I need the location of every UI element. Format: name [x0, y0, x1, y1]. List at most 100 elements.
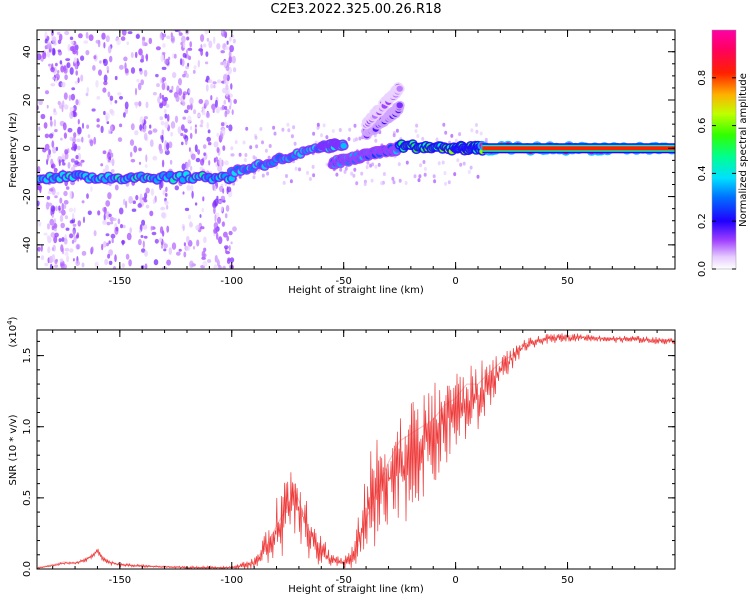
heatmap-noise-cell — [171, 242, 177, 250]
heatmap-noise-cell — [52, 48, 56, 56]
heatmap-noise-cell — [423, 166, 427, 171]
heatmap-noise-cell — [433, 179, 437, 184]
colorbar-label: Normalized spectral amplitude — [738, 73, 749, 227]
heatmap-noise-cell — [183, 242, 186, 247]
heatmap-noise-cell — [103, 213, 106, 221]
heatmap-noise-cell — [111, 238, 114, 244]
heatmap-noise-cell — [61, 202, 65, 211]
heatmap-noise-cell — [65, 58, 71, 62]
heatmap-noise-cell — [121, 263, 126, 268]
snr-series-line — [37, 335, 675, 569]
heatmap-noise-cell — [121, 239, 125, 246]
heatmap-noise-cell — [178, 248, 182, 252]
heatmap-noise-cell — [83, 216, 85, 224]
x-tick-label: 50 — [561, 276, 574, 287]
heatmap-noise-cell — [186, 36, 190, 41]
heatmap-noise-cell — [81, 136, 84, 143]
heatmap-noise-cell — [226, 186, 229, 195]
heatmap-noise-cell — [65, 227, 70, 231]
heatmap-noise-cell — [63, 200, 69, 205]
heatmap-noise-cell — [462, 161, 466, 166]
heatmap-noise-cell — [355, 137, 358, 142]
heatmap-noise-cell — [69, 111, 74, 119]
heatmap-noise-cell — [61, 153, 66, 161]
heatmap-noise-cell — [108, 249, 113, 256]
heatmap-noise-cell — [81, 200, 85, 204]
heatmap-noise-cell — [50, 232, 56, 238]
heatmap-noise-cell — [86, 124, 90, 129]
heatmap-noise-cell — [419, 163, 423, 168]
heatmap-noise-cell — [67, 162, 71, 169]
heatmap-noise-cell — [363, 182, 367, 187]
heatmap-noise-cell — [107, 192, 112, 200]
heatmap-noise-cell — [298, 167, 301, 172]
heatmap-noise-cell — [398, 178, 402, 183]
heatmap-noise-cell — [456, 158, 460, 163]
heatmap-noise-cell — [216, 43, 221, 50]
heatmap-noise-cell — [131, 208, 137, 212]
heatmap-noise-cell — [126, 232, 132, 241]
heatmap-noise-cell — [282, 180, 286, 185]
heatmap-noise-cell — [87, 134, 91, 139]
heatmap-noise-cell — [444, 181, 447, 186]
heatmap-noise-cell — [325, 135, 329, 140]
heatmap-noise-cell — [220, 195, 226, 201]
heatmap-noise-cell — [350, 171, 354, 176]
heatmap-noise-cell — [138, 48, 143, 56]
heatmap-noise-cell — [185, 49, 188, 56]
heatmap-noise-cell — [150, 188, 155, 196]
heatmap-noise-cell — [66, 186, 70, 190]
heatmap-noise-cell — [231, 55, 236, 64]
heatmap-noise-cell — [199, 124, 203, 128]
heatmap-noise-cell — [85, 31, 89, 39]
heatmap-noise-cell — [228, 50, 232, 58]
heatmap-noise-cell — [112, 217, 117, 221]
heatmap-noise-cell — [69, 46, 75, 52]
heatmap-noise-cell — [106, 211, 110, 220]
heatmap-noise-cell — [107, 45, 112, 54]
heatmap-noise-cell — [244, 153, 248, 157]
y-tick-label: 1.5 — [22, 348, 33, 364]
heatmap-noise-cell — [181, 35, 186, 43]
heatmap-noise-cell — [114, 75, 118, 81]
heatmap-noise-cell — [178, 78, 182, 86]
heatmap-noise-cell — [100, 125, 104, 134]
heatmap-noise-cell — [458, 132, 462, 137]
heatmap-noise-cell — [206, 122, 209, 129]
heatmap-noise-cell — [294, 166, 298, 171]
heatmap-noise-cell — [110, 221, 114, 225]
y-tick-label: 0.0 — [22, 561, 33, 577]
heatmap-noise-cell — [143, 116, 148, 120]
heatmap-noise-cell — [46, 223, 50, 230]
heatmap-noise-cell — [161, 94, 165, 100]
heatmap-noise-cell — [172, 53, 175, 59]
heatmap-noise-cell — [148, 37, 153, 45]
heatmap-noise-cell — [459, 162, 463, 167]
heatmap-noise-cell — [182, 52, 187, 58]
heatmap-noise-cell — [160, 121, 165, 126]
heatmap-noise-cell — [69, 220, 74, 224]
x-tick-label: -50 — [336, 276, 352, 287]
heatmap-noise-cell — [124, 101, 129, 110]
heatmap-noise-cell — [205, 84, 209, 92]
heatmap-noise-cell — [161, 99, 167, 107]
heatmap-noise-cell — [52, 76, 56, 81]
heatmap-noise-cell — [476, 174, 480, 179]
heatmap-noise-cell — [57, 39, 62, 45]
heatmap-noise-cell — [137, 203, 142, 208]
heatmap-noise-cell — [165, 104, 170, 108]
heatmap-noise-cell — [352, 173, 356, 178]
heatmap-noise-cell — [123, 56, 128, 62]
heatmap-noise-cell — [479, 131, 483, 136]
heatmap-noise-cell — [46, 104, 49, 109]
heatmap-noise-cell — [285, 174, 288, 178]
heatmap-noise-cell — [225, 83, 229, 91]
heatmap-noise-cell — [421, 136, 425, 141]
heatmap-noise-cell — [163, 248, 167, 252]
heatmap-noise-cell — [226, 125, 229, 128]
colorbar-tick-label: 0.6 — [697, 118, 708, 134]
heatmap-noise-cell — [181, 141, 184, 146]
heatmap-noise-cell — [195, 157, 201, 163]
heatmap-noise-cell — [165, 204, 169, 210]
heatmap-noise-cell — [232, 38, 236, 44]
